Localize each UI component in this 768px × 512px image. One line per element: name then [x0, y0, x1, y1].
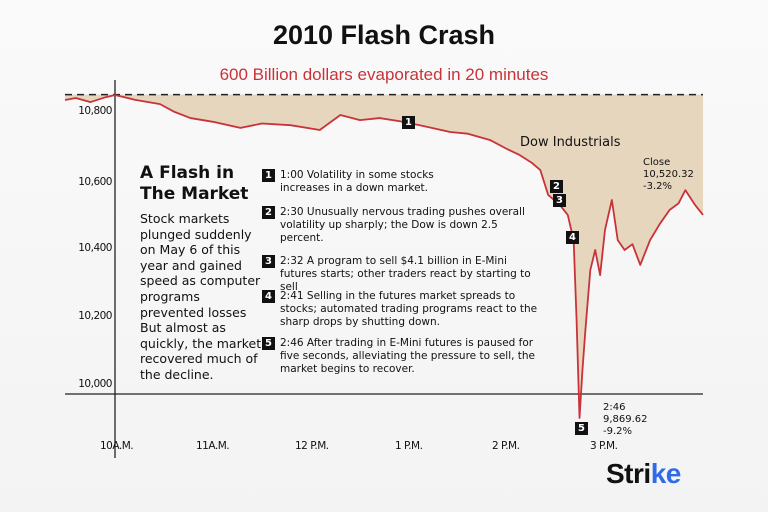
chart-title: 2010 Flash Crash: [272, 20, 496, 50]
ytick-label: 10,800: [78, 105, 112, 117]
low-value: 9,869.62: [603, 414, 648, 425]
event-4: 4 2:41 Selling in the futures market spre…: [262, 290, 542, 329]
event-1: 1 1:00 Volatility in some stocks increase…: [262, 169, 477, 195]
xtick-label: 3 P.M.: [590, 440, 618, 452]
decline-area: [65, 94, 703, 418]
xtick-label: 1 P.M.: [395, 440, 423, 452]
event-text: 2:41 Selling in the futures market sprea…: [280, 290, 538, 328]
xtick-label: 2 P.M.: [492, 440, 520, 452]
xtick-label: 11A.M.: [196, 440, 230, 452]
series-label: Dow Industrials: [520, 135, 621, 150]
chart-marker-5: 5: [575, 422, 588, 435]
chart-subtitle: 600 Billion dollars evaporated in 20 min…: [219, 65, 549, 84]
low-time: 2:46: [603, 402, 626, 413]
event-3: 3 2:32 A program to sell $4.1 billion in …: [262, 255, 532, 294]
event-number: 4: [262, 290, 275, 303]
chart-marker-1: 1: [402, 116, 415, 129]
chart-marker-3: 3: [553, 194, 566, 207]
close-label: Close: [643, 157, 671, 168]
sidebar-body: Stock markets plunged suddenly on May 6 …: [140, 211, 262, 382]
chart-marker-2: 2: [550, 180, 563, 193]
event-number: 2: [262, 206, 275, 219]
event-text: 1:00 Volatility in some stocks increases…: [280, 169, 434, 194]
event-text: 2:30 Unusually nervous trading pushes ov…: [280, 206, 525, 244]
event-5: 5 2:46 After trading in E-Mini futures is…: [262, 337, 542, 376]
close-value: 10,520.32: [643, 169, 694, 180]
event-number: 5: [262, 337, 275, 350]
event-number: 3: [262, 255, 275, 268]
xtick-label: 12 P.M.: [295, 440, 329, 452]
close-annotation: Close 10,520.32 -3.2%: [643, 157, 694, 193]
event-text: 2:32 A program to sell $4.1 billion in E…: [280, 255, 531, 293]
event-text: 2:46 After trading in E-Mini futures is …: [280, 337, 536, 375]
low-annotation: 2:46 9,869.62 -9.2%: [603, 402, 648, 438]
chart-marker-4: 4: [566, 231, 579, 244]
ytick-label: 10,200: [78, 310, 112, 322]
sidebar-heading: A Flash in The Market: [140, 163, 249, 204]
dow-series-line: [64, 94, 704, 419]
ytick-label: 10,600: [78, 176, 112, 188]
xtick-label: 10A.M.: [100, 440, 134, 452]
event-number: 1: [262, 169, 275, 182]
close-change: -3.2%: [643, 181, 673, 192]
low-change: -9.2%: [603, 426, 633, 437]
ytick-label: 10,400: [78, 242, 112, 254]
ytick-label: 10,000: [78, 378, 112, 390]
event-2: 2 2:30 Unusually nervous trading pushes o…: [262, 206, 527, 245]
strike-logo: Strike: [606, 458, 681, 489]
